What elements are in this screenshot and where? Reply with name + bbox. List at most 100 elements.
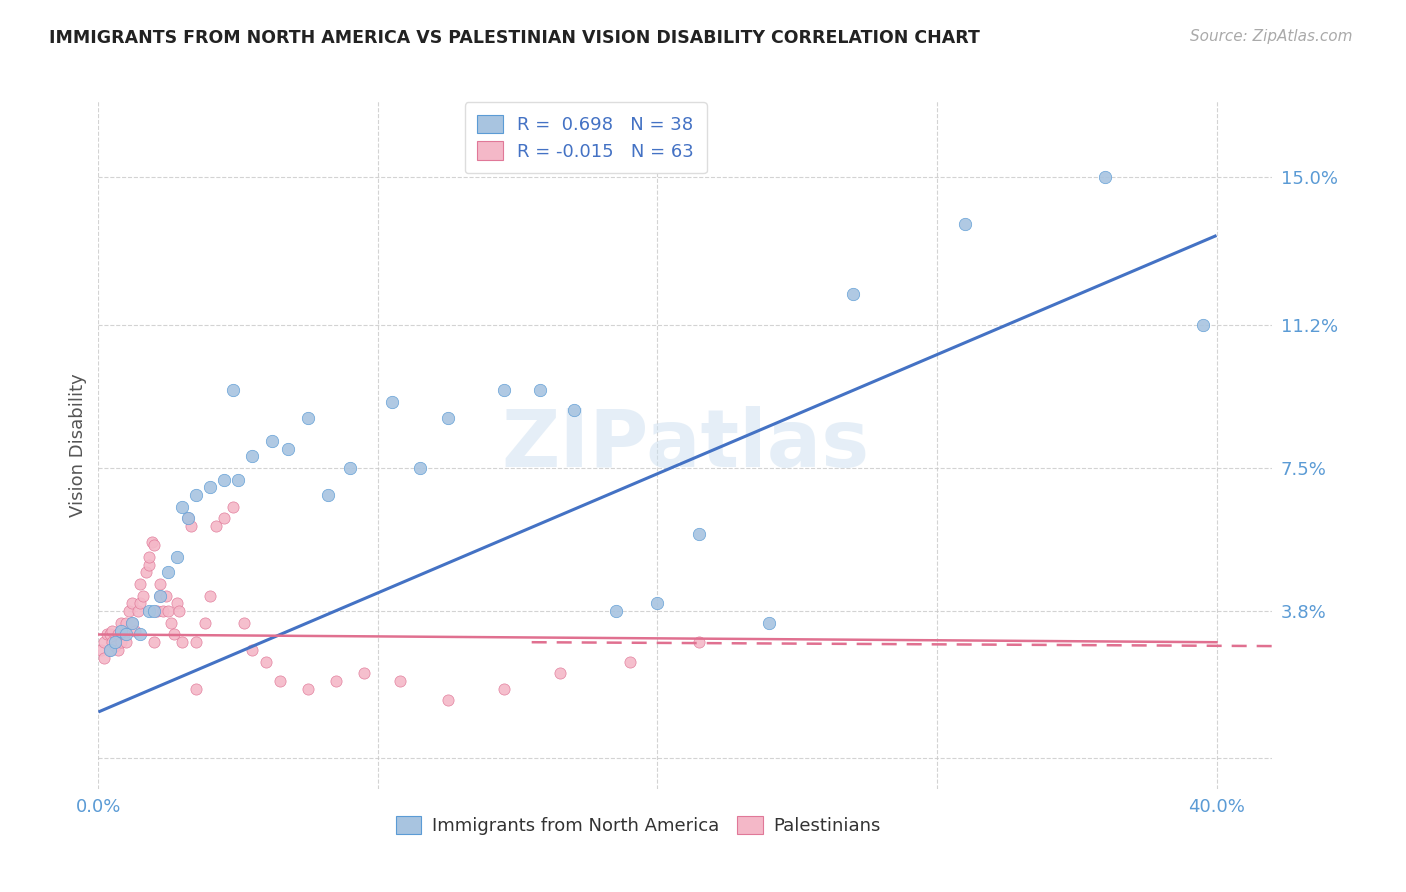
Point [437,693,460,707]
Point [138,558,160,572]
Point [121,615,143,630]
Point [297,410,319,425]
Point [562,402,585,417]
Point [605,604,627,618]
Point [146,604,169,618]
Point [115,615,138,630]
Point [212,511,235,525]
Point [353,666,375,681]
Point [149,589,172,603]
Point [129,597,152,611]
Point [619,655,641,669]
Point [101,635,124,649]
Point [325,673,347,688]
Point [143,538,166,552]
Point [381,395,404,409]
Point [842,286,865,301]
Point [647,597,669,611]
Point [98,627,121,641]
Point [492,681,515,696]
Point [118,604,141,618]
Point [172,500,194,514]
Point [115,627,138,641]
Point [107,643,129,657]
Point [138,549,160,564]
Point [101,624,124,638]
Point [110,615,132,630]
Point [169,604,191,618]
Point [232,615,254,630]
Point [166,549,188,564]
Point [149,589,172,603]
Text: Source: ZipAtlas.com: Source: ZipAtlas.com [1189,29,1353,45]
Point [226,473,249,487]
Point [389,673,412,688]
Point [115,635,138,649]
Point [157,604,180,618]
Point [1191,318,1213,332]
Point [186,635,208,649]
Point [212,473,235,487]
Point [160,615,183,630]
Point [269,673,291,688]
Point [254,655,277,669]
Point [107,627,129,641]
Point [112,627,135,641]
Point [316,488,339,502]
Point [240,643,263,657]
Point [437,410,460,425]
Point [339,461,361,475]
Point [98,643,121,657]
Y-axis label: Vision Disability: Vision Disability [69,373,87,516]
Point [492,384,515,398]
Point [1094,170,1116,185]
Point [166,597,188,611]
Point [221,384,243,398]
Text: ZIPatlas: ZIPatlas [502,406,869,483]
Point [163,627,186,641]
Point [141,534,163,549]
Point [177,511,200,525]
Point [177,511,200,525]
Point [143,604,166,618]
Point [132,589,155,603]
Point [240,450,263,464]
Point [152,604,174,618]
Point [953,217,976,231]
Point [129,577,152,591]
Point [688,526,710,541]
Point [157,566,180,580]
Point [548,666,571,681]
Point [277,442,299,456]
Point [200,480,222,494]
Legend: Immigrants from North America, Palestinians: Immigrants from North America, Palestini… [389,809,889,842]
Point [186,488,208,502]
Point [200,589,222,603]
Point [90,643,112,657]
Point [172,635,194,649]
Point [93,650,115,665]
Point [297,681,319,696]
Point [104,635,127,649]
Point [529,384,551,398]
Point [688,635,710,649]
Point [110,635,132,649]
Point [124,624,146,638]
Point [121,615,143,630]
Point [205,519,228,533]
Point [409,461,432,475]
Point [143,635,166,649]
Point [149,577,172,591]
Point [221,500,243,514]
Point [186,681,208,696]
Point [96,627,118,641]
Point [180,519,202,533]
Point [93,635,115,649]
Point [127,604,149,618]
Point [758,615,780,630]
Point [135,566,157,580]
Point [194,615,217,630]
Point [155,589,177,603]
Point [110,624,132,638]
Point [121,597,143,611]
